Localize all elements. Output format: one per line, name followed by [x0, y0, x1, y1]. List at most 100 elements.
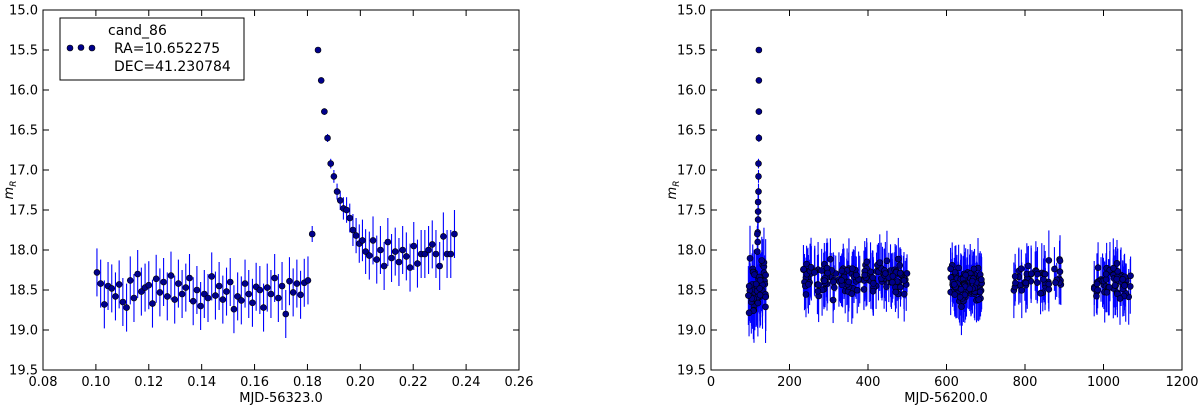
data-point: [755, 134, 763, 142]
right-y-ticks: 15.0 15.5 16.0 16.5 17.0 17.5 18.0 18.5 19.0 19.5: [677, 4, 1182, 379]
data-point: [362, 248, 369, 255]
data-point: [152, 275, 160, 283]
data-point: [156, 289, 164, 296]
data-point: [263, 284, 271, 291]
y-tick-label: 18.0: [9, 244, 38, 259]
data-point: [182, 284, 190, 291]
data-point: [97, 280, 104, 287]
x-tick-label: 0.18: [293, 375, 322, 390]
data-point: [1018, 265, 1025, 273]
data-point: [900, 277, 908, 284]
data-point: [1037, 289, 1044, 297]
right-errorbars: [747, 48, 1132, 343]
data-point: [282, 310, 290, 318]
data-point: [366, 252, 373, 259]
data-point: [428, 241, 436, 248]
y-tick-label: 15.0: [9, 4, 38, 19]
data-point: [745, 292, 752, 299]
data-point: [818, 267, 825, 274]
data-point: [976, 288, 984, 296]
data-point: [895, 255, 902, 263]
x-tick-label: 0.16: [240, 375, 269, 390]
data-point: [308, 230, 316, 238]
data-point: [1103, 288, 1111, 296]
data-point: [377, 246, 384, 254]
data-point: [1127, 272, 1134, 280]
data-point: [869, 287, 877, 295]
data-point: [1045, 280, 1053, 288]
data-point: [130, 294, 138, 302]
data-point: [346, 214, 354, 222]
data-point: [403, 253, 410, 260]
y-tick-label: 19.0: [677, 324, 706, 339]
data-point: [970, 265, 978, 273]
data-point: [830, 278, 837, 286]
data-point: [293, 280, 301, 287]
data-point: [178, 290, 186, 298]
data-point: [359, 237, 366, 244]
data-point: [1102, 270, 1110, 278]
data-point: [321, 108, 328, 115]
y-tick-label: 15.5: [677, 44, 706, 59]
y-tick-label: 18.0: [677, 244, 706, 259]
data-point: [297, 291, 304, 299]
data-point: [436, 262, 443, 270]
data-point: [762, 271, 769, 279]
data-point: [352, 232, 360, 239]
data-point: [1094, 286, 1101, 294]
data-point: [755, 46, 763, 54]
data-point: [343, 206, 350, 214]
data-point: [406, 264, 414, 271]
data-point: [947, 265, 954, 273]
data-point: [755, 77, 763, 84]
data-point: [824, 269, 831, 277]
data-point: [958, 303, 965, 310]
data-point: [234, 293, 241, 300]
legend-marker: [66, 44, 74, 52]
data-point: [1045, 257, 1053, 264]
data-point: [134, 270, 141, 278]
x-tick-label: 400: [856, 375, 881, 390]
left-light-curve-panel: 0.08 0.10 0.12 0.14 0.16 0.18 0.20 0.22 0.24 0.26…: [2, 4, 533, 407]
data-point: [101, 301, 108, 308]
data-point: [838, 267, 846, 275]
data-point: [896, 262, 904, 269]
data-point: [754, 238, 762, 246]
data-point: [756, 285, 764, 292]
data-point: [978, 276, 985, 283]
data-point: [853, 286, 861, 294]
data-point: [327, 160, 335, 167]
data-point: [395, 258, 403, 266]
y-tick-label: 19.0: [9, 324, 38, 339]
x-tick-label: 0.08: [29, 375, 58, 390]
data-point: [1121, 282, 1128, 289]
data-point: [349, 226, 357, 234]
data-point: [1119, 275, 1127, 283]
data-point: [821, 277, 828, 285]
left-data-points: [93, 46, 458, 318]
data-point: [803, 260, 810, 268]
data-point: [883, 283, 890, 290]
data-point: [853, 271, 860, 279]
data-point: [762, 293, 769, 301]
y-tick-label: 18.5: [677, 284, 706, 299]
data-point: [223, 288, 230, 295]
data-point: [314, 46, 322, 54]
data-point: [333, 188, 341, 195]
data-point: [1056, 268, 1064, 275]
data-point: [807, 263, 815, 271]
data-point: [848, 290, 856, 298]
data-point: [1022, 279, 1030, 287]
y-tick-label: 16.0: [677, 84, 706, 99]
data-point: [869, 274, 877, 282]
data-point: [746, 255, 754, 262]
y-tick-label: 19.5: [677, 364, 706, 379]
data-point: [870, 280, 877, 287]
data-point: [204, 294, 212, 302]
data-point: [957, 285, 965, 293]
data-point: [883, 257, 891, 265]
data-point: [1034, 270, 1041, 278]
data-point: [123, 304, 130, 311]
data-point: [451, 230, 458, 238]
